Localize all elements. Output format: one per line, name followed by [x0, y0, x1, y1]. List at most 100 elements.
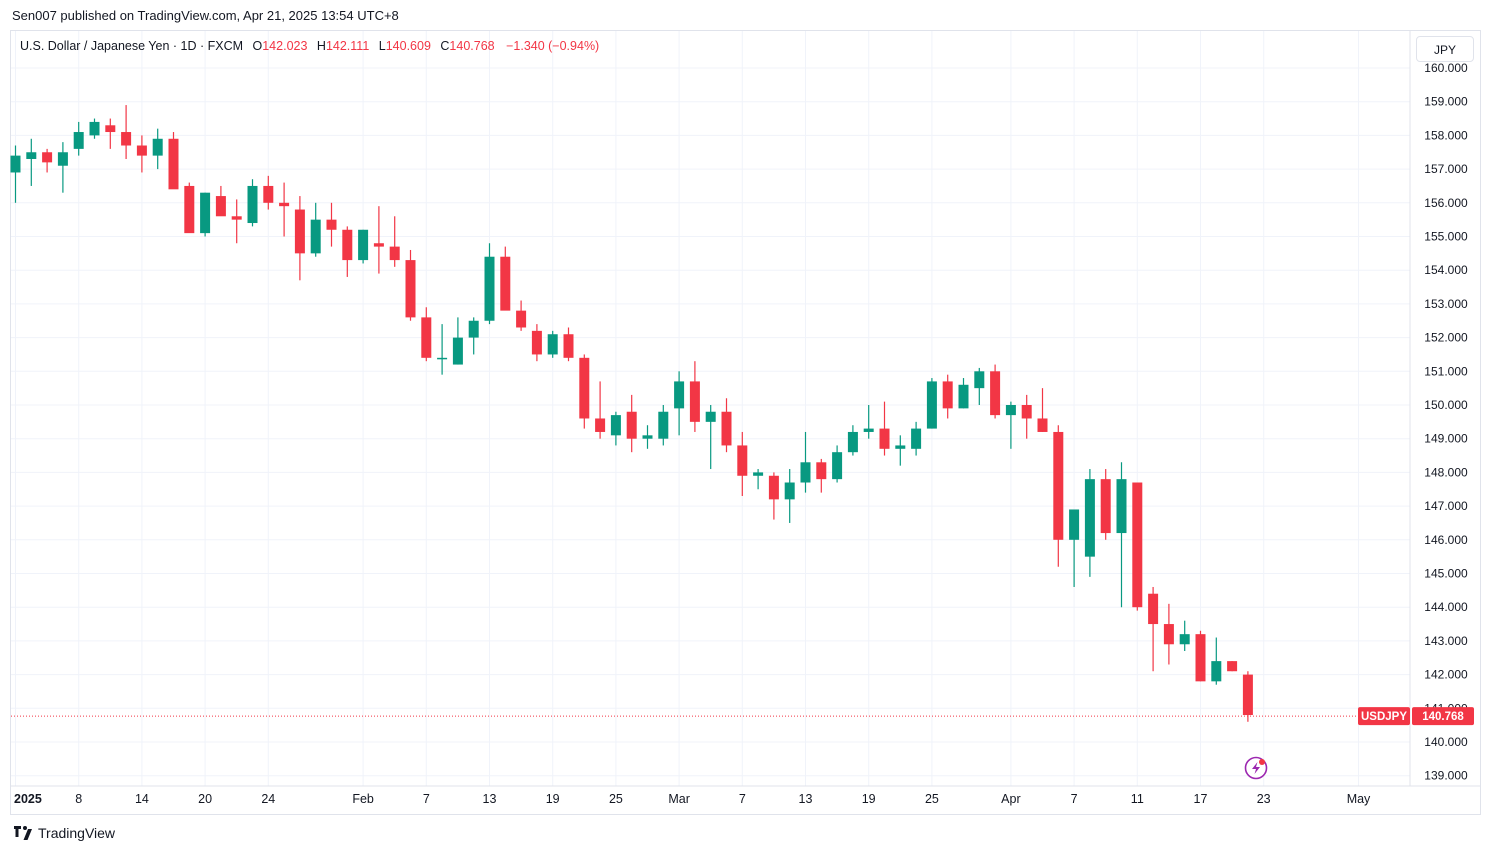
- open-label: O: [252, 39, 263, 53]
- candle-down[interactable]: [579, 354, 590, 429]
- candle-down[interactable]: [184, 182, 195, 234]
- candle-down[interactable]: [1100, 469, 1111, 540]
- candle-down[interactable]: [816, 458, 827, 493]
- candle-body: [294, 209, 305, 254]
- candle-down[interactable]: [563, 327, 574, 362]
- candle-up[interactable]: [658, 405, 669, 446]
- candle-down[interactable]: [342, 226, 353, 277]
- candle-up[interactable]: [152, 128, 163, 170]
- candle-down[interactable]: [737, 431, 748, 496]
- candle-up[interactable]: [1005, 401, 1016, 449]
- last-price-badge-label: 140.768: [1422, 711, 1464, 723]
- candle-body: [1069, 509, 1080, 540]
- candle-down[interactable]: [326, 202, 337, 247]
- candle-up[interactable]: [1116, 462, 1127, 608]
- ticker-badge-label: USDJPY: [1361, 711, 1407, 723]
- candle-up[interactable]: [1069, 509, 1080, 587]
- candle-up[interactable]: [784, 469, 795, 523]
- candle-up[interactable]: [832, 445, 843, 483]
- candle-down[interactable]: [500, 246, 511, 311]
- candle-up[interactable]: [468, 317, 479, 355]
- candle-up[interactable]: [310, 202, 321, 257]
- candle-down[interactable]: [121, 105, 132, 159]
- candle-down[interactable]: [231, 199, 242, 244]
- candle-body: [847, 431, 858, 453]
- candle-up[interactable]: [26, 138, 37, 186]
- candle-up[interactable]: [800, 431, 811, 493]
- candle-up[interactable]: [437, 324, 448, 375]
- candle-down[interactable]: [168, 132, 179, 190]
- candle-down[interactable]: [626, 394, 637, 453]
- candle-down[interactable]: [595, 381, 606, 439]
- candle-up[interactable]: [705, 405, 716, 470]
- candle-down[interactable]: [42, 148, 53, 173]
- candle-up[interactable]: [452, 317, 463, 365]
- candle-up[interactable]: [484, 243, 495, 325]
- candle-down[interactable]: [263, 175, 274, 210]
- candle-down[interactable]: [1163, 603, 1174, 665]
- candle-down[interactable]: [768, 472, 779, 520]
- candle-up[interactable]: [753, 469, 764, 490]
- candle-body: [1053, 431, 1064, 540]
- candle-up[interactable]: [642, 425, 653, 449]
- candle-up[interactable]: [73, 121, 84, 156]
- candle-up[interactable]: [57, 142, 68, 193]
- candle-up[interactable]: [200, 192, 211, 237]
- candle-body: [57, 152, 68, 166]
- candle-up[interactable]: [926, 378, 937, 429]
- candle-down[interactable]: [1132, 482, 1143, 611]
- candle-down[interactable]: [1227, 661, 1238, 672]
- candle-up[interactable]: [610, 411, 621, 446]
- candle-down[interactable]: [990, 364, 1001, 419]
- candle-up[interactable]: [1179, 620, 1190, 652]
- candle-up[interactable]: [911, 421, 922, 456]
- candle-down[interactable]: [1037, 388, 1048, 432]
- candle-up[interactable]: [847, 425, 858, 456]
- candle-down[interactable]: [136, 135, 147, 173]
- ticker-badge: [1358, 707, 1410, 726]
- brand-label: TradingView: [38, 825, 116, 841]
- candle-down[interactable]: [105, 118, 116, 149]
- candle-down[interactable]: [389, 216, 400, 267]
- candle-up[interactable]: [1084, 469, 1095, 577]
- candle-down[interactable]: [1021, 394, 1032, 439]
- candle-down[interactable]: [294, 196, 305, 281]
- flash-icon[interactable]: [1244, 756, 1268, 780]
- time-tick-label: 13: [799, 792, 813, 806]
- candle-up[interactable]: [863, 405, 874, 439]
- candle-up[interactable]: [1211, 637, 1222, 685]
- candle-down[interactable]: [279, 182, 290, 237]
- candle-down[interactable]: [942, 374, 953, 419]
- candle-up[interactable]: [358, 229, 369, 264]
- candle-up[interactable]: [89, 118, 100, 139]
- candle-down[interactable]: [531, 324, 542, 362]
- time-tick-label: 25: [609, 792, 623, 806]
- candle-up[interactable]: [547, 330, 558, 358]
- price-tick-label: 142.000: [1424, 668, 1468, 682]
- candle-up[interactable]: [974, 367, 985, 405]
- tradingview-brand[interactable]: TradingView: [12, 825, 115, 841]
- candle-down[interactable]: [1195, 630, 1206, 682]
- currency-button[interactable]: JPY: [1416, 36, 1474, 62]
- candle-down[interactable]: [516, 300, 527, 331]
- candle-down[interactable]: [405, 249, 416, 321]
- candle-down[interactable]: [373, 206, 384, 274]
- candle-down[interactable]: [421, 307, 432, 362]
- candle-down[interactable]: [689, 361, 700, 432]
- candle-down[interactable]: [879, 401, 890, 456]
- candle-down[interactable]: [721, 398, 732, 453]
- candle-down[interactable]: [1242, 671, 1253, 722]
- candle-up[interactable]: [247, 179, 258, 227]
- candle-up[interactable]: [958, 378, 969, 409]
- candle-up[interactable]: [895, 435, 906, 466]
- candle-body: [200, 192, 211, 234]
- candle-down[interactable]: [215, 185, 226, 217]
- candle-up[interactable]: [10, 145, 21, 203]
- candle-down[interactable]: [1148, 586, 1159, 672]
- candles: [10, 105, 1253, 722]
- candle-up[interactable]: [674, 371, 685, 436]
- time-tick-label: 8: [75, 792, 82, 806]
- published-info: Sen007 published on TradingView.com, Apr…: [12, 8, 399, 23]
- candle-down[interactable]: [1053, 425, 1064, 567]
